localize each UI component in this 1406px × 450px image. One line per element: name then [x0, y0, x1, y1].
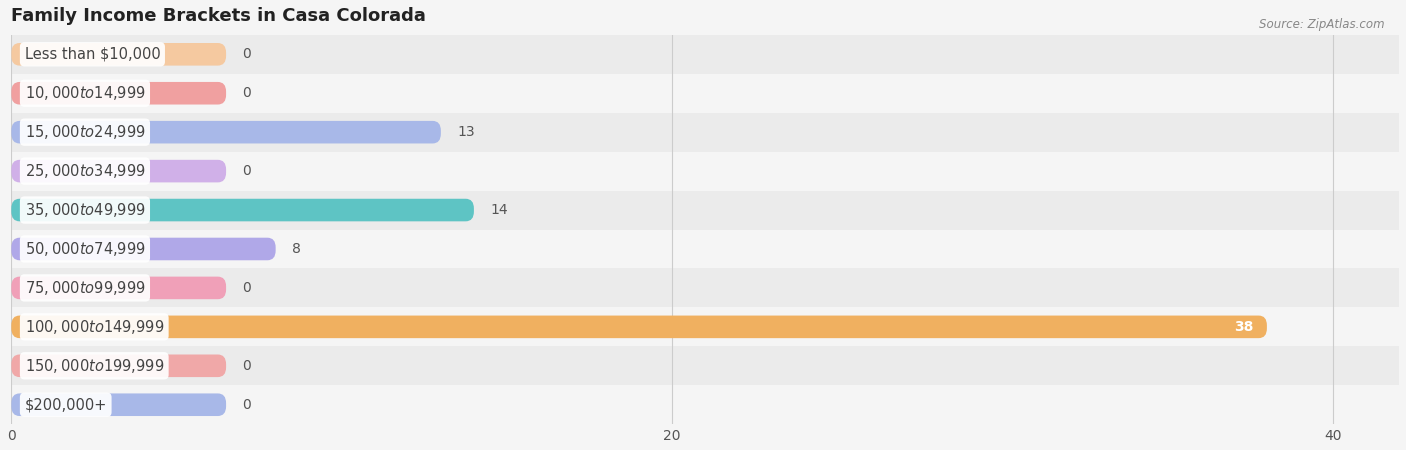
Text: Less than $10,000: Less than $10,000	[24, 47, 160, 62]
Bar	[11, 112, 1399, 152]
FancyBboxPatch shape	[11, 43, 226, 66]
FancyBboxPatch shape	[11, 238, 276, 260]
Text: $35,000 to $49,999: $35,000 to $49,999	[24, 201, 145, 219]
Text: $25,000 to $34,999: $25,000 to $34,999	[24, 162, 145, 180]
Text: 8: 8	[292, 242, 301, 256]
FancyBboxPatch shape	[11, 315, 1267, 338]
Bar	[11, 74, 1399, 112]
Text: Family Income Brackets in Casa Colorada: Family Income Brackets in Casa Colorada	[11, 7, 426, 25]
Bar	[11, 269, 1399, 307]
FancyBboxPatch shape	[11, 355, 226, 377]
FancyBboxPatch shape	[11, 199, 474, 221]
Text: $150,000 to $199,999: $150,000 to $199,999	[24, 357, 165, 375]
Text: 0: 0	[243, 398, 252, 412]
Bar	[11, 385, 1399, 424]
Text: 14: 14	[491, 203, 508, 217]
Bar	[11, 230, 1399, 269]
Text: $200,000+: $200,000+	[24, 397, 107, 412]
Text: 0: 0	[243, 281, 252, 295]
Text: 0: 0	[243, 359, 252, 373]
FancyBboxPatch shape	[11, 277, 226, 299]
Bar	[11, 35, 1399, 74]
Text: $10,000 to $14,999: $10,000 to $14,999	[24, 84, 145, 102]
Bar	[11, 346, 1399, 385]
Bar	[11, 191, 1399, 230]
Text: 13: 13	[457, 125, 475, 139]
Text: Source: ZipAtlas.com: Source: ZipAtlas.com	[1260, 18, 1385, 31]
Text: $50,000 to $74,999: $50,000 to $74,999	[24, 240, 145, 258]
FancyBboxPatch shape	[11, 160, 226, 182]
Text: 38: 38	[1234, 320, 1254, 334]
Text: 0: 0	[243, 164, 252, 178]
FancyBboxPatch shape	[11, 393, 226, 416]
Text: 0: 0	[243, 86, 252, 100]
Text: $100,000 to $149,999: $100,000 to $149,999	[24, 318, 165, 336]
Text: $15,000 to $24,999: $15,000 to $24,999	[24, 123, 145, 141]
Text: $75,000 to $99,999: $75,000 to $99,999	[24, 279, 145, 297]
Text: 0: 0	[243, 47, 252, 61]
Bar	[11, 152, 1399, 191]
FancyBboxPatch shape	[11, 82, 226, 104]
FancyBboxPatch shape	[11, 121, 441, 144]
Bar	[11, 307, 1399, 346]
